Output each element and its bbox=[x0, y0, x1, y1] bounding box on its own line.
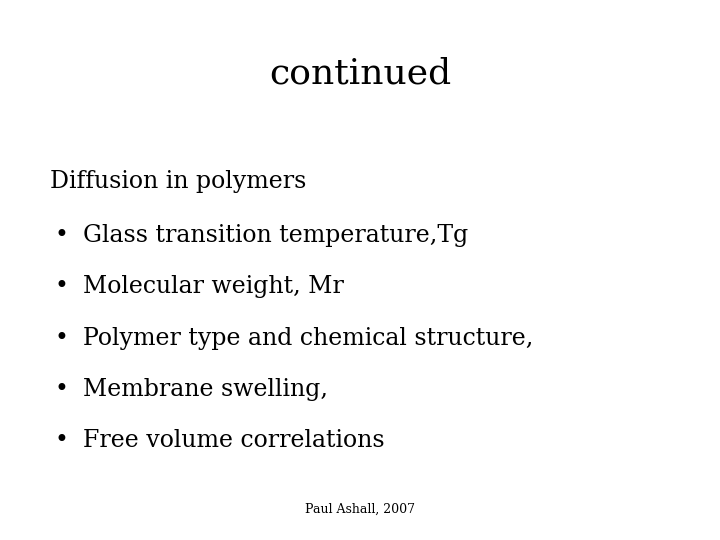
Text: Molecular weight, Mr: Molecular weight, Mr bbox=[83, 275, 343, 299]
Text: Free volume correlations: Free volume correlations bbox=[83, 429, 384, 453]
Text: Diffusion in polymers: Diffusion in polymers bbox=[50, 170, 307, 193]
Text: Polymer type and chemical structure,: Polymer type and chemical structure, bbox=[83, 327, 534, 350]
Text: •: • bbox=[54, 275, 68, 299]
Text: continued: continued bbox=[269, 57, 451, 91]
Text: •: • bbox=[54, 224, 68, 247]
Text: •: • bbox=[54, 429, 68, 453]
Text: •: • bbox=[54, 327, 68, 350]
Text: •: • bbox=[54, 378, 68, 401]
Text: Membrane swelling,: Membrane swelling, bbox=[83, 378, 328, 401]
Text: Paul Ashall, 2007: Paul Ashall, 2007 bbox=[305, 503, 415, 516]
Text: Glass transition temperature,Tg: Glass transition temperature,Tg bbox=[83, 224, 468, 247]
